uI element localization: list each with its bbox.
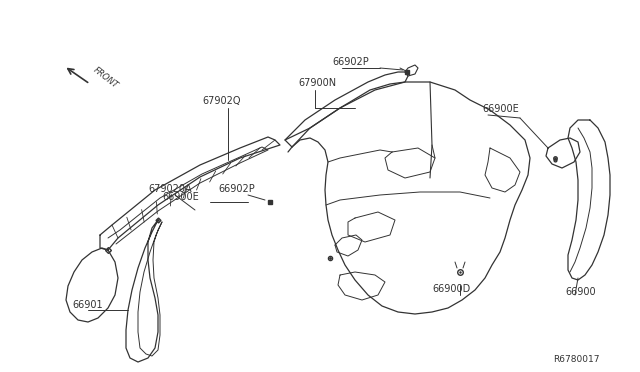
Text: 66902P: 66902P [332, 57, 369, 67]
Text: 66900E: 66900E [482, 104, 519, 114]
Text: FRONT: FRONT [92, 65, 120, 90]
Text: 66900E: 66900E [162, 192, 199, 202]
Text: 66901: 66901 [72, 300, 102, 310]
Text: R6780017: R6780017 [554, 355, 600, 364]
Text: 67900N: 67900N [298, 78, 336, 88]
Text: 66902P: 66902P [218, 184, 255, 194]
Text: 66900: 66900 [565, 287, 596, 297]
Text: 679020A: 679020A [148, 184, 191, 194]
Text: 66900D: 66900D [432, 284, 470, 294]
Text: 67902Q: 67902Q [202, 96, 241, 106]
